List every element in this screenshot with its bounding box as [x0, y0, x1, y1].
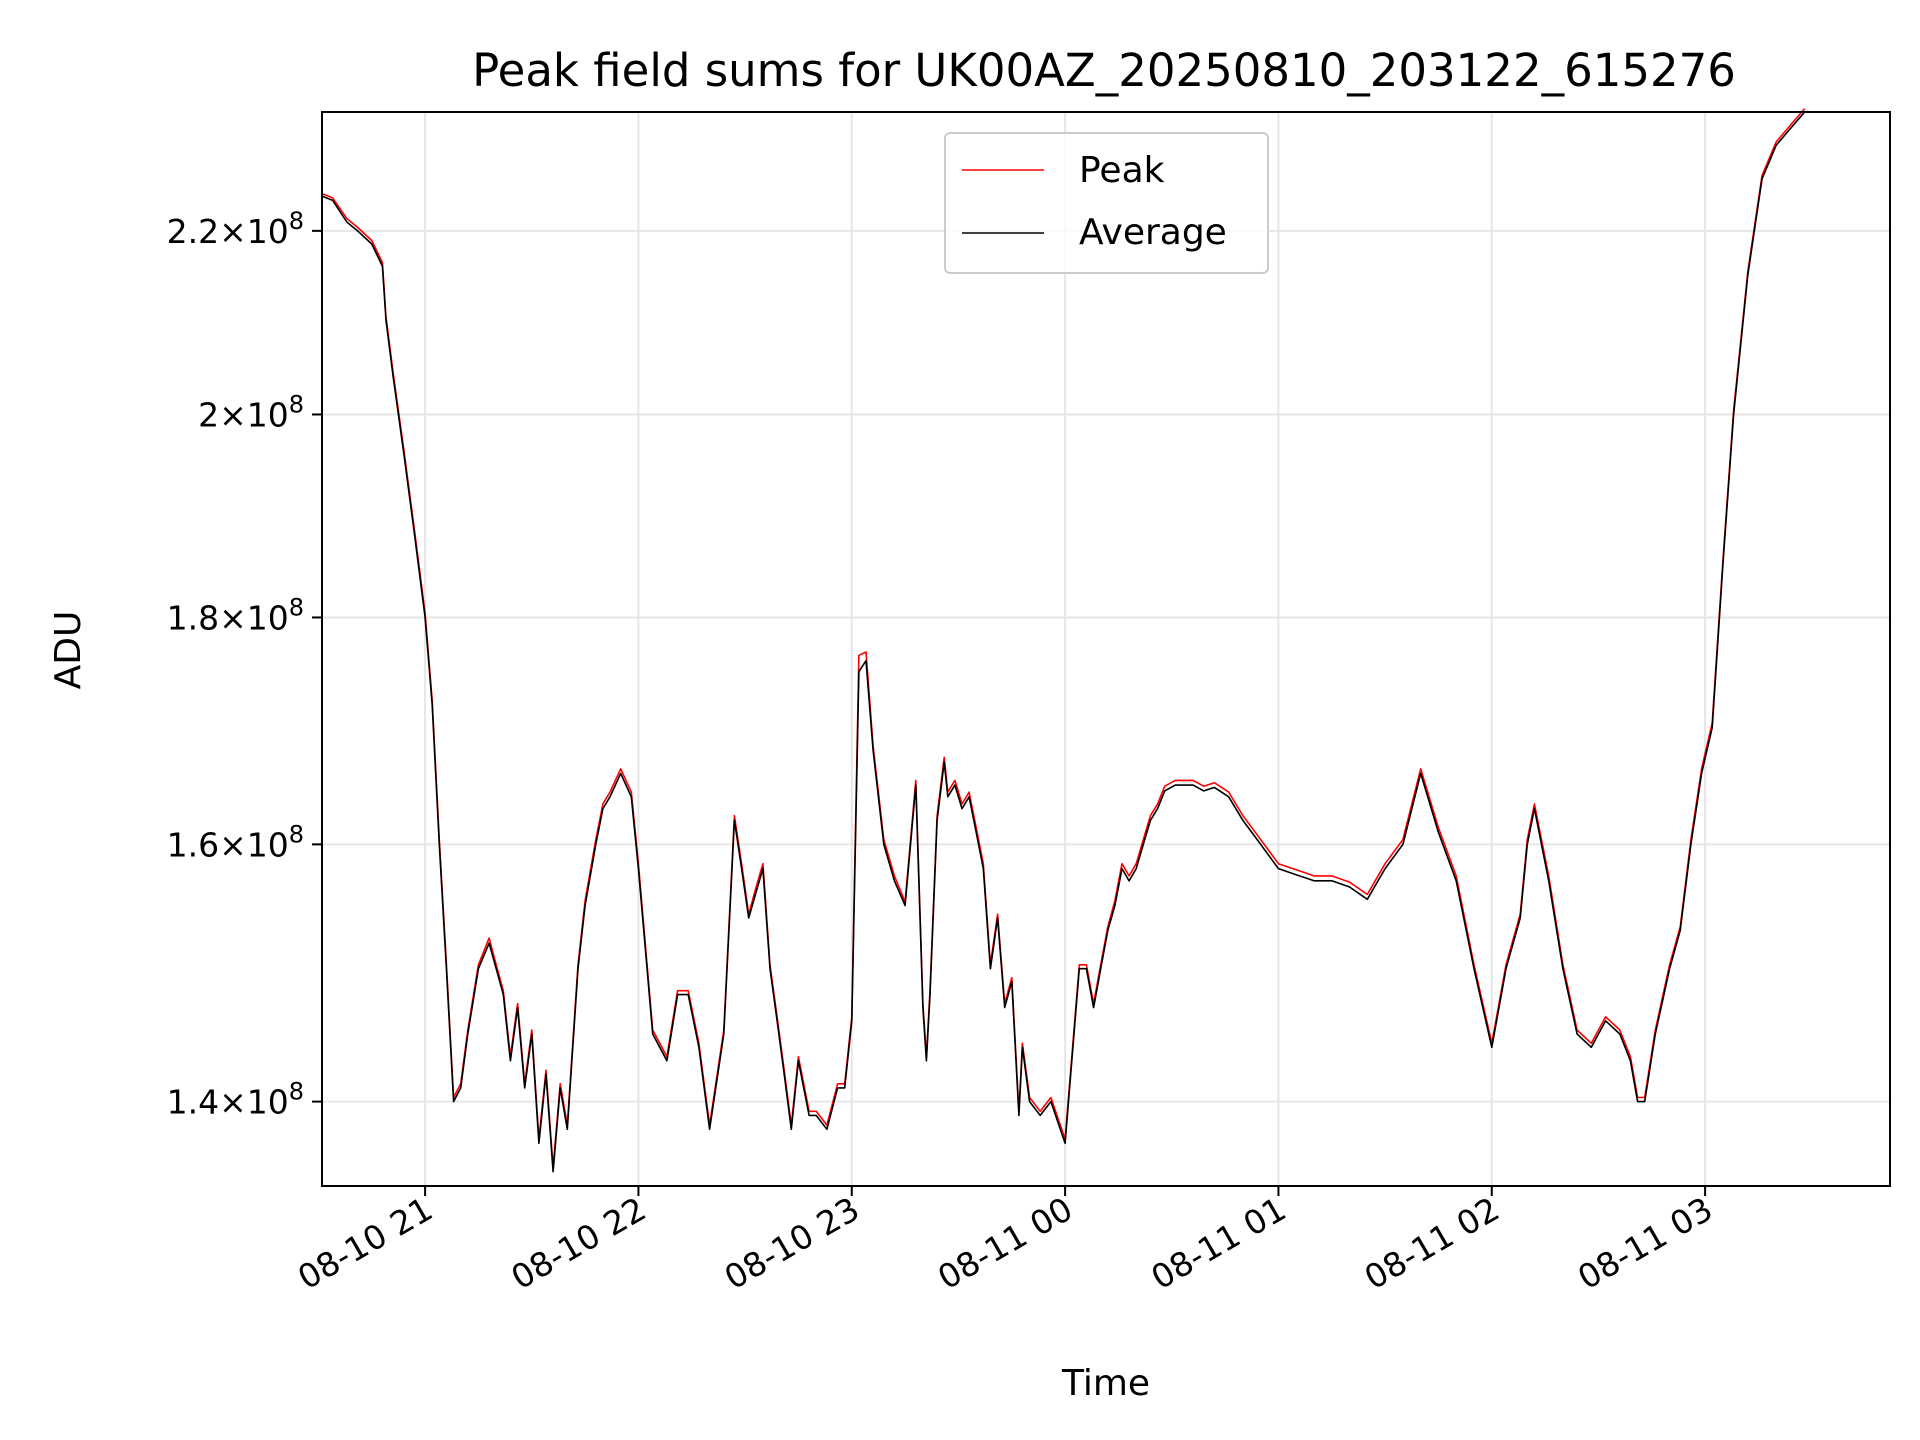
legend-box [944, 132, 1269, 274]
legend: Peak Average [944, 132, 1269, 274]
legend-label-average: Average [1079, 212, 1227, 253]
y-tick-label: 1.4×108 [167, 1078, 304, 1122]
plot-area-frame [321, 111, 1891, 1187]
y-tick-label: 1.6×108 [167, 820, 304, 864]
legend-label-peak: Peak [1079, 150, 1165, 191]
x-axis-label: Time [1061, 1363, 1150, 1404]
gridlines [322, 112, 1890, 1186]
y-tick-label: 1.8×108 [167, 593, 304, 637]
chart-title: Peak field sums for UK00AZ_20250810_2031… [472, 44, 1736, 97]
y-axis-label: ADU [48, 611, 89, 690]
y-axis-ticks: 1.4×108 1.6×108 1.8×108 2×108 2.2×108 [167, 207, 322, 1122]
series-lines [321, 108, 1806, 1173]
y-tick-label: 2×108 [198, 390, 304, 434]
average-series-line [321, 111, 1806, 1173]
y-tick-label: 2.2×108 [167, 207, 304, 251]
